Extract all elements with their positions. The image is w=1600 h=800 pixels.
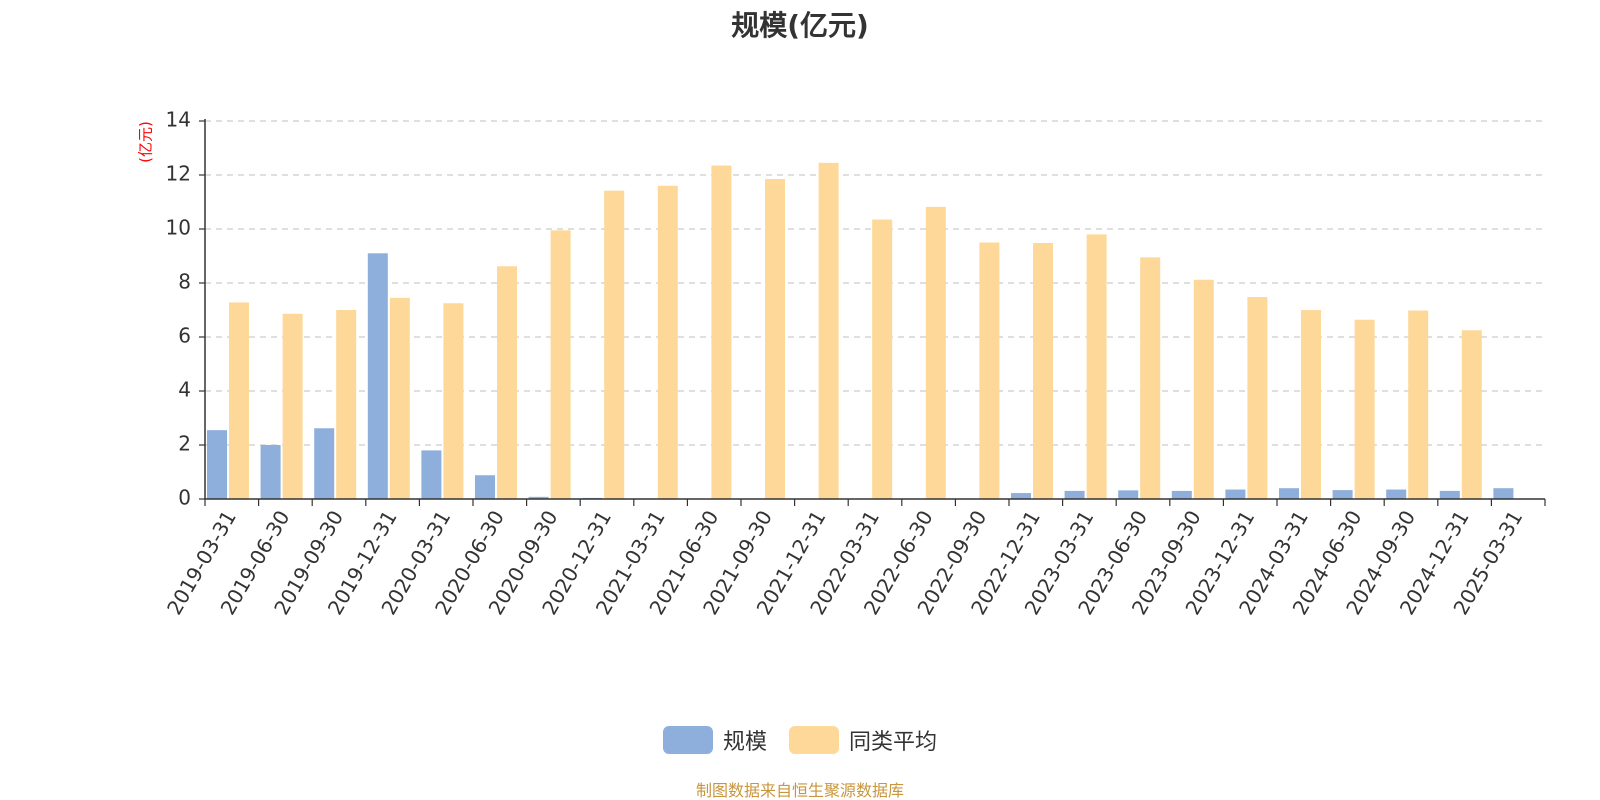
bar-scale[interactable] [528,496,549,499]
bar-scale[interactable] [1171,490,1192,499]
bar-scale[interactable] [1064,490,1085,499]
bar-peer-average[interactable] [1193,279,1214,499]
bar-scale[interactable] [1279,488,1299,499]
legend-label-scale: 规模 [722,730,767,755]
bar-scale[interactable] [421,450,442,499]
y-tick-label: 8 [178,270,191,294]
bar-peer-average[interactable] [1033,243,1053,499]
bar-peer-average[interactable] [443,303,464,499]
bar-scale[interactable] [1011,493,1031,499]
bar-scale[interactable] [1225,489,1246,499]
bar-scale[interactable] [1493,488,1514,499]
legend-item-peer-average[interactable]: 同类平均 [789,724,937,756]
y-axis: 0 2 4 6 8 10 12 14 [166,108,206,510]
bar-peer-average[interactable] [282,313,303,499]
y-tick-label: 2 [178,432,191,456]
y-tick-label: 4 [178,378,191,402]
bar-peer-average[interactable] [872,219,893,500]
y-axis-unit-label: (亿元) [137,121,155,163]
bar-peer-average[interactable] [711,165,732,500]
y-tick-label: 14 [166,108,191,132]
bar-peer-average[interactable] [1461,330,1482,499]
bar-peer-average[interactable] [550,230,571,499]
legend: 规模 同类平均 [0,724,1600,756]
bar-peer-average[interactable] [818,162,839,499]
chart-title: 规模(亿元) [731,9,869,42]
y-tick-label: 0 [178,486,191,510]
bar-scale[interactable] [1118,490,1139,499]
bar-peer-average[interactable] [229,302,249,499]
bar-peer-average[interactable] [657,185,678,500]
bar-peer-average[interactable] [1247,297,1268,499]
y-tick-label: 12 [166,162,191,186]
bar-scale[interactable] [475,475,495,499]
bar-peer-average[interactable] [389,297,410,499]
bar-peer-average[interactable] [979,242,1000,500]
grid-lines [205,120,1545,446]
legend-swatch-scale [662,726,713,754]
legend-label-peer-average: 同类平均 [849,730,938,755]
bar-scale[interactable] [1332,490,1353,499]
legend-item-scale[interactable]: 规模 [662,724,767,756]
bar-scale[interactable] [367,253,388,499]
bar-peer-average[interactable] [925,206,946,500]
bar-peer-average[interactable] [765,179,785,500]
bar-peer-average[interactable] [497,266,517,499]
bar-scale[interactable] [1439,490,1460,499]
y-tick-label: 10 [166,216,191,240]
bar-peer-average[interactable] [1140,257,1161,499]
bar-peer-average[interactable] [1354,319,1375,499]
legend-swatch-peer-average [789,726,839,754]
bar-scale[interactable] [1386,489,1407,499]
x-axis: 2019-03-312019-06-302019-09-302019-12-31… [162,498,1546,619]
bar-peer-average[interactable] [336,310,357,499]
bar-scale[interactable] [260,445,281,499]
bars [207,162,1514,500]
y-tick-label: 6 [178,324,191,348]
source-note: 制图数据来自恒生聚源数据库 [695,781,904,800]
bar-peer-average[interactable] [1086,234,1107,499]
bar-scale[interactable] [314,428,335,499]
bar-scale[interactable] [207,430,227,499]
bar-peer-average[interactable] [1408,310,1429,499]
bar-peer-average[interactable] [1301,310,1321,499]
bar-peer-average[interactable] [604,190,625,499]
